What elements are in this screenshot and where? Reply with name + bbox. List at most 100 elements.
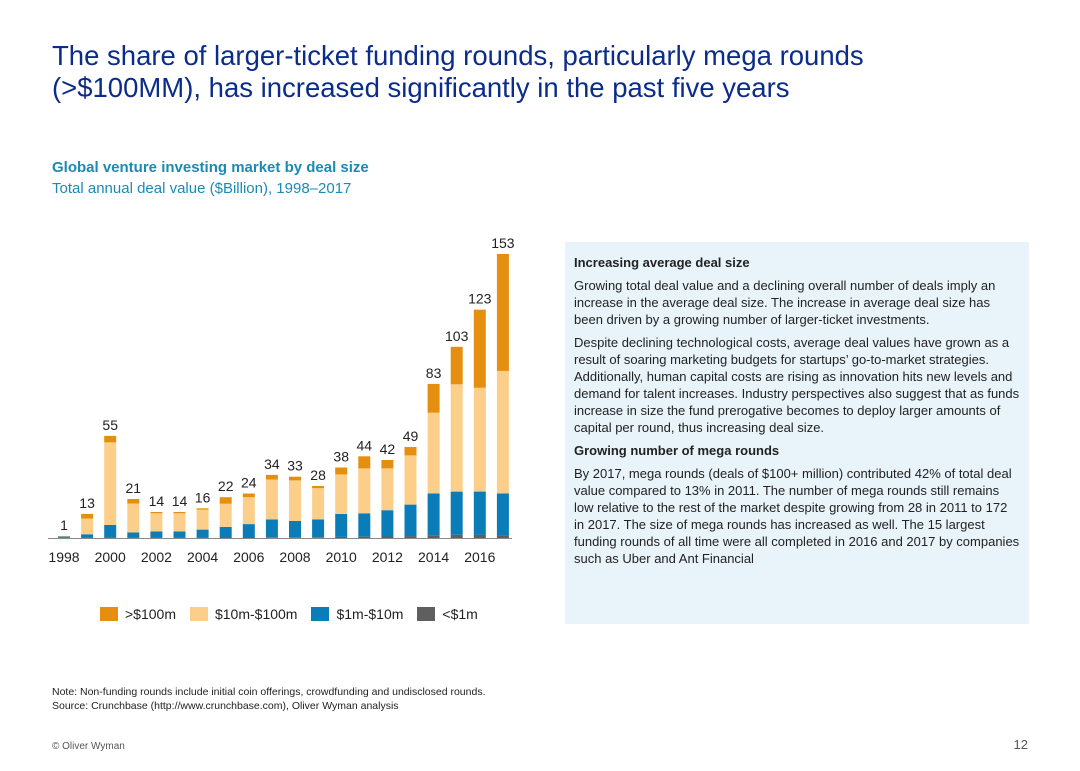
bar-segment <box>289 520 301 538</box>
bar-segment <box>150 531 163 538</box>
bar-segment <box>450 384 463 492</box>
bar-segment <box>312 537 325 538</box>
x-tick-label: 2000 <box>95 549 126 565</box>
bar-total-label: 38 <box>333 449 349 465</box>
bar-segment <box>358 456 371 469</box>
bar-total-label: 14 <box>172 493 188 509</box>
bar-total-label: 33 <box>287 458 303 474</box>
bar-segment <box>312 519 325 538</box>
bar-segment <box>81 513 94 519</box>
bar-segment <box>150 513 163 532</box>
bar-segment <box>104 435 117 443</box>
bar-segment <box>219 503 232 527</box>
bar-segment <box>242 537 255 538</box>
chart-legend: >$100m $10m-$100m $1m-$10m <$1m <box>100 606 492 622</box>
bar-segment <box>427 535 440 538</box>
bar-segment <box>381 468 394 511</box>
bar-total-label: 28 <box>310 467 326 483</box>
info-panel: Increasing average deal size Growing tot… <box>565 242 1029 624</box>
bar-segment <box>81 534 94 538</box>
legend-label: <$1m <box>442 606 478 622</box>
legend-item-under-1m: <$1m <box>417 606 478 622</box>
info-paragraph: Despite declining technological costs, a… <box>574 335 1020 435</box>
bar-segment <box>473 491 486 535</box>
bar-segment <box>127 503 140 533</box>
bar-segment <box>450 534 463 538</box>
bar-segment <box>473 534 486 538</box>
bar-segment <box>265 479 278 520</box>
info-heading-mega-rounds: Growing number of mega rounds <box>574 443 780 458</box>
bar-segment <box>404 504 417 537</box>
bar-segment <box>219 497 232 504</box>
x-tick-label: 2010 <box>326 549 357 565</box>
bar-segment <box>81 518 94 535</box>
bar-segment <box>289 476 301 481</box>
x-tick-label: 2004 <box>187 549 218 565</box>
legend-item-10m-100m: $10m-$100m <box>189 606 298 622</box>
bar-total-label: 83 <box>426 365 442 381</box>
x-tick-label: 2014 <box>418 549 449 565</box>
legend-swatch <box>311 607 330 621</box>
bar-segment <box>473 309 486 388</box>
legend-swatch <box>189 607 208 621</box>
bar-total-label: 103 <box>445 328 469 344</box>
bar-segment <box>381 460 394 469</box>
legend-item-over-100m: >$100m <box>100 606 176 622</box>
x-tick-label: 2012 <box>372 549 403 565</box>
bar-segment <box>242 497 255 525</box>
footnote-source: Source: Crunchbase (http://www.crunchbas… <box>52 700 399 712</box>
bar-segment <box>265 537 278 538</box>
bar-segment <box>265 474 278 480</box>
info-paragraph: By 2017, mega rounds (deals of $100+ mil… <box>574 466 1020 566</box>
bar-total-label: 42 <box>380 441 396 457</box>
legend-label: $1m-$10m <box>336 606 404 622</box>
legend-swatch <box>100 607 118 621</box>
chart-subtitle: Total annual deal value ($Billion), 1998… <box>52 180 352 197</box>
legend-label: >$100m <box>125 606 176 622</box>
bar-segment <box>242 524 255 538</box>
bar-total-label: 14 <box>149 493 165 509</box>
bar-total-label: 34 <box>264 456 280 472</box>
bar-segment <box>196 529 209 538</box>
bar-total-label: 22 <box>218 478 234 494</box>
bar-segment <box>496 254 509 371</box>
bar-segment <box>381 510 394 537</box>
bar-segment <box>404 536 417 538</box>
copyright: © Oliver Wyman <box>52 741 125 752</box>
info-paragraph: Growing total deal value and a declining… <box>574 278 996 327</box>
bar-segment <box>265 519 278 538</box>
bar-segment <box>473 387 486 492</box>
bar-segment <box>358 536 371 538</box>
bar-total-label: 21 <box>126 480 142 496</box>
bar-segment <box>104 525 117 538</box>
bar-segment <box>358 468 371 514</box>
info-heading-deal-size: Increasing average deal size <box>574 255 750 270</box>
bar-segment <box>127 499 140 504</box>
bar-total-label: 24 <box>241 474 257 490</box>
chart-title: Global venture investing market by deal … <box>52 159 369 176</box>
bar-total-label: 13 <box>79 495 95 511</box>
bar-segment <box>496 535 509 538</box>
legend-label: $10m-$100m <box>214 606 298 622</box>
bar-total-label: 44 <box>357 437 373 453</box>
bar-total-label: 16 <box>195 489 211 505</box>
bar-total-label: 55 <box>102 417 118 433</box>
bar-segment <box>196 508 209 510</box>
bar-segment <box>150 512 163 514</box>
bar-segment <box>242 493 255 498</box>
bar-segment <box>289 537 301 538</box>
bar-total-label: 123 <box>468 291 492 307</box>
bar-segment <box>335 467 348 475</box>
bar-segment <box>427 412 440 494</box>
bar-segment <box>335 536 348 538</box>
x-tick-label: 1998 <box>48 549 79 565</box>
slide-title: The share of larger-ticket funding round… <box>52 40 864 103</box>
x-tick-label: 2008 <box>279 549 310 565</box>
bar-segment <box>427 493 440 536</box>
x-tick-label: 2006 <box>233 549 264 565</box>
bar-total-label: 1 <box>60 517 68 533</box>
bar-segment <box>381 536 394 538</box>
bar-segment <box>173 531 186 538</box>
footnote-note: Note: Non-funding rounds include initial… <box>52 686 486 698</box>
footnote: Note: Non-funding rounds include initial… <box>52 685 486 713</box>
